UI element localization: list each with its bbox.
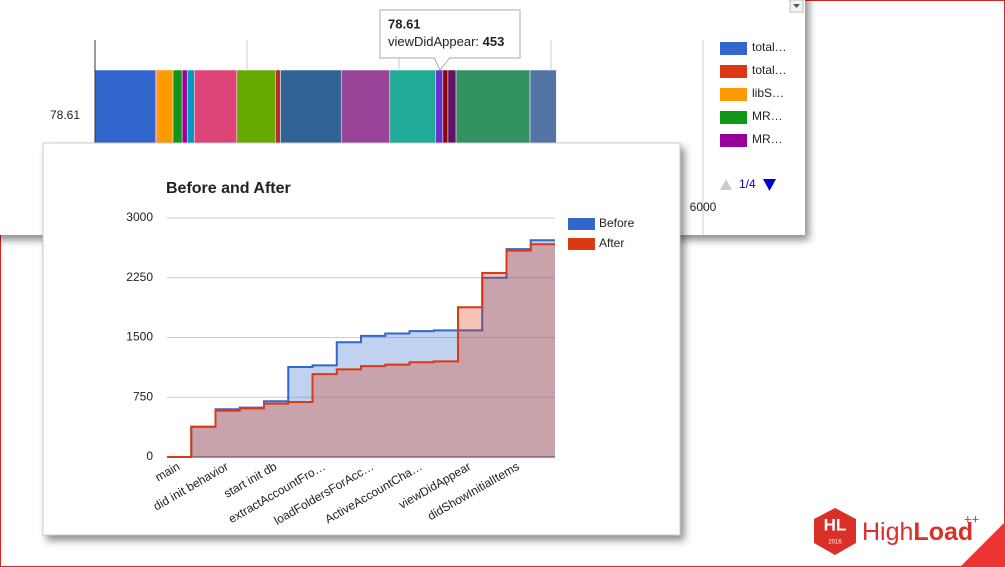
bar-segment — [172, 69, 183, 146]
logo-sup: ++ — [964, 511, 979, 526]
bar-segment — [186, 69, 195, 146]
bar-segment — [389, 69, 437, 146]
legend-label: libS… — [752, 86, 784, 100]
bar-segment — [181, 69, 188, 146]
pager-prev[interactable] — [720, 179, 732, 190]
pager-label: 1/4 — [739, 177, 756, 191]
bar-segment — [275, 69, 281, 146]
legend-label: Before — [599, 216, 635, 230]
legend-swatch — [720, 111, 747, 124]
tooltip-pointer — [433, 57, 451, 71]
corner — [960, 522, 1005, 567]
tooltip-label: viewDidAppear: — [388, 34, 479, 49]
bar-segment — [447, 69, 457, 146]
y-category-label: 78.61 — [50, 108, 80, 122]
legend-label: MR… — [752, 109, 783, 123]
bar-segment — [194, 69, 238, 146]
tooltip-value: 453 — [483, 34, 505, 49]
bar-segment — [236, 69, 276, 146]
bar-segment — [442, 69, 449, 146]
logo-hex — [814, 508, 856, 555]
legend-label: MR… — [752, 132, 783, 146]
pager-next[interactable] — [763, 179, 776, 191]
legend-swatch — [720, 42, 747, 55]
bar-segment — [156, 69, 174, 146]
series-line — [167, 243, 555, 458]
legend-swatch — [720, 134, 747, 147]
y-tick-label: 1500 — [126, 330, 153, 344]
bar-segment — [529, 69, 557, 146]
front-chart: Before and After0750150022503000maindid … — [42, 142, 681, 536]
logo: HL 2016 HighLoad ++ — [814, 508, 1005, 567]
legend-swatch — [568, 238, 595, 250]
tooltip-line: viewDidAppear: 453 — [388, 34, 504, 49]
x-tick-label: 6000 — [690, 200, 717, 214]
bar-segment — [455, 69, 531, 146]
logo-light: High — [862, 518, 913, 546]
legend-label: total… — [752, 40, 787, 54]
y-tick-label: 0 — [146, 449, 153, 463]
y-tick-label: 3000 — [126, 210, 153, 224]
bar-segment — [435, 69, 444, 146]
legend-label: After — [599, 236, 624, 250]
bar-segment — [340, 69, 391, 146]
tooltip-title: 78.61 — [388, 16, 421, 31]
logo-year: 2016 — [828, 540, 842, 546]
chart-title: Before and After — [166, 180, 291, 197]
legend-swatch — [568, 218, 595, 230]
tooltip-box — [379, 9, 521, 59]
legend-label: total… — [752, 63, 787, 77]
logo-bold: Load — [913, 518, 973, 546]
bar-segment — [280, 69, 342, 146]
logo-name: HighLoad — [862, 518, 973, 546]
dropdown-arrow — [793, 4, 800, 8]
logo-mark: HL — [824, 515, 847, 534]
legend-swatch — [720, 65, 747, 78]
y-tick-label: 750 — [133, 389, 153, 403]
y-tick-label: 2250 — [126, 270, 153, 284]
legend-swatch — [720, 88, 747, 101]
bar-segment — [94, 69, 157, 146]
